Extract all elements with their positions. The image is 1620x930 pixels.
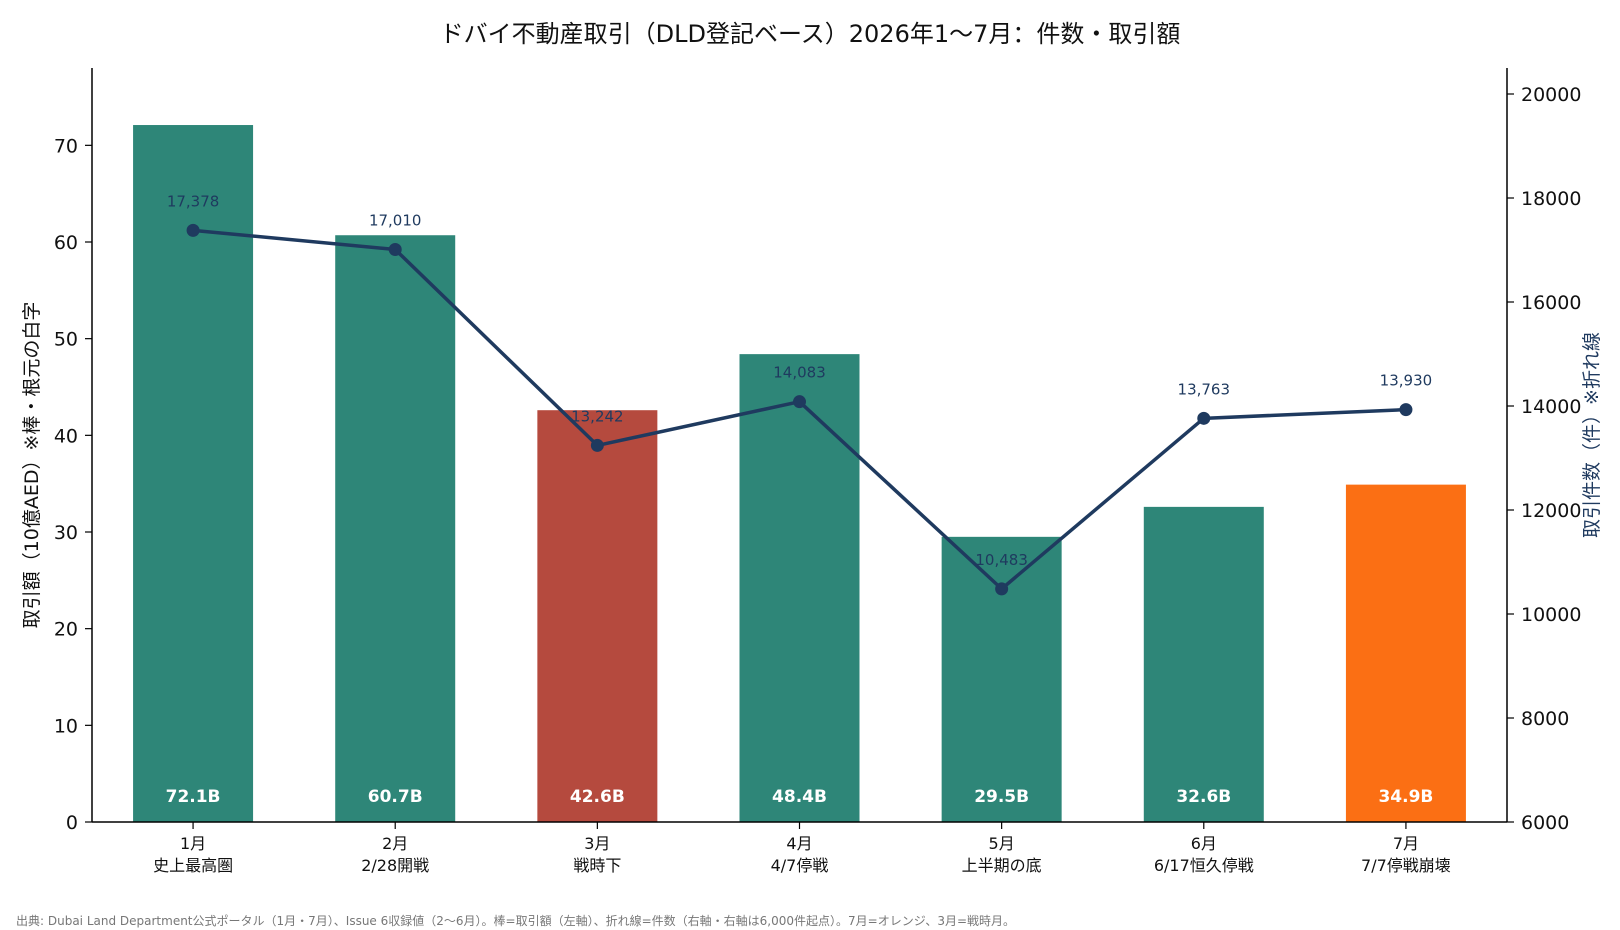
bar-1	[133, 125, 254, 823]
axes-layer: 0 10 20 30 40 50 60 70 6000 8000 10000 12000 14000 16…	[21, 68, 1603, 875]
x-tick-note: 上半期の底	[962, 856, 1042, 875]
bar-7	[1345, 484, 1466, 822]
line-point-3	[590, 438, 604, 452]
line-layer: 17,378 17,010 13,242 14,083 10,483 13,763 13,9…	[167, 192, 1433, 596]
right-tick-label: 16000	[1521, 292, 1581, 314]
bar-5	[941, 536, 1062, 822]
bar-3	[537, 410, 658, 822]
chart-title: ドバイ不動産取引（DLD登記ベース）2026年1〜7月：件数・取引額	[439, 20, 1181, 48]
line-point-1	[186, 223, 200, 237]
bar-2	[335, 235, 456, 822]
line-value-label: 14,083	[773, 364, 826, 382]
line-point-7	[1399, 403, 1413, 417]
right-tick-label: 18000	[1521, 188, 1581, 210]
left-axis-title: 取引額（10億AED）※棒・根元の白字	[21, 302, 43, 629]
right-tick-label: 20000	[1521, 84, 1581, 106]
bar-value-label: 34.9B	[1378, 787, 1433, 807]
right-tick-label: 10000	[1521, 604, 1581, 626]
x-tick-month: 4月	[786, 834, 812, 853]
line-value-label: 13,242	[571, 407, 624, 425]
line-value-label: 13,763	[1178, 380, 1231, 398]
line-point-5	[995, 582, 1009, 596]
bar-6	[1143, 506, 1264, 822]
right-tick-label: 14000	[1521, 396, 1581, 418]
bar-value-label: 29.5B	[974, 787, 1029, 807]
x-tick-note: 戦時下	[573, 856, 621, 875]
left-tick-label: 60	[54, 232, 78, 254]
left-tick-label: 20	[54, 619, 78, 641]
right-tick-label: 6000	[1521, 812, 1569, 834]
left-tick-label: 30	[54, 522, 78, 544]
line-point-2	[388, 242, 402, 256]
line-point-6	[1197, 411, 1211, 425]
line-value-label: 17,010	[369, 211, 422, 229]
bars-layer: 72.1B 60.7B 42.6B 48.4B 29.5B 32.6B 34.9B	[133, 125, 1466, 823]
x-tick-note: 6/17恒久停戦	[1154, 856, 1254, 875]
left-tick-label: 50	[54, 329, 78, 351]
x-tick-note: 2/28開戦	[361, 856, 429, 875]
left-tick-label: 40	[54, 425, 78, 447]
line-point-4	[793, 395, 806, 409]
bar-value-label: 42.6B	[570, 787, 625, 807]
bar-value-label: 32.6B	[1176, 787, 1231, 807]
right-axis-title: 取引件数（件）※折れ線	[1581, 332, 1603, 538]
x-tick-note: 史上最高圏	[153, 856, 233, 875]
x-tick-note: 7/7停戦崩壊	[1361, 856, 1451, 875]
bar-value-label: 72.1B	[166, 787, 221, 807]
bar-value-label: 60.7B	[368, 787, 423, 807]
left-tick-label: 0	[66, 812, 78, 834]
right-tick-label: 8000	[1521, 708, 1569, 730]
left-tick-label: 70	[54, 135, 78, 157]
source-note: 出典: Dubai Land Department公式ポータル（1月・7月）、I…	[16, 914, 1016, 928]
x-tick-month: 3月	[584, 834, 610, 853]
line-value-label: 17,378	[167, 192, 220, 210]
x-tick-month: 6月	[1191, 834, 1217, 853]
x-tick-month: 2月	[382, 834, 408, 853]
x-tick-month: 7月	[1393, 834, 1419, 853]
x-tick-note: 4/7停戦	[771, 856, 829, 875]
bar-value-label: 48.4B	[772, 787, 827, 807]
x-tick-month: 5月	[989, 834, 1015, 853]
x-tick-month: 1月	[180, 834, 206, 853]
bar-4	[739, 354, 860, 822]
line-value-label: 10,483	[975, 551, 1028, 569]
line-value-label: 13,930	[1380, 372, 1433, 390]
left-tick-label: 10	[54, 715, 78, 737]
right-tick-label: 12000	[1521, 500, 1581, 522]
